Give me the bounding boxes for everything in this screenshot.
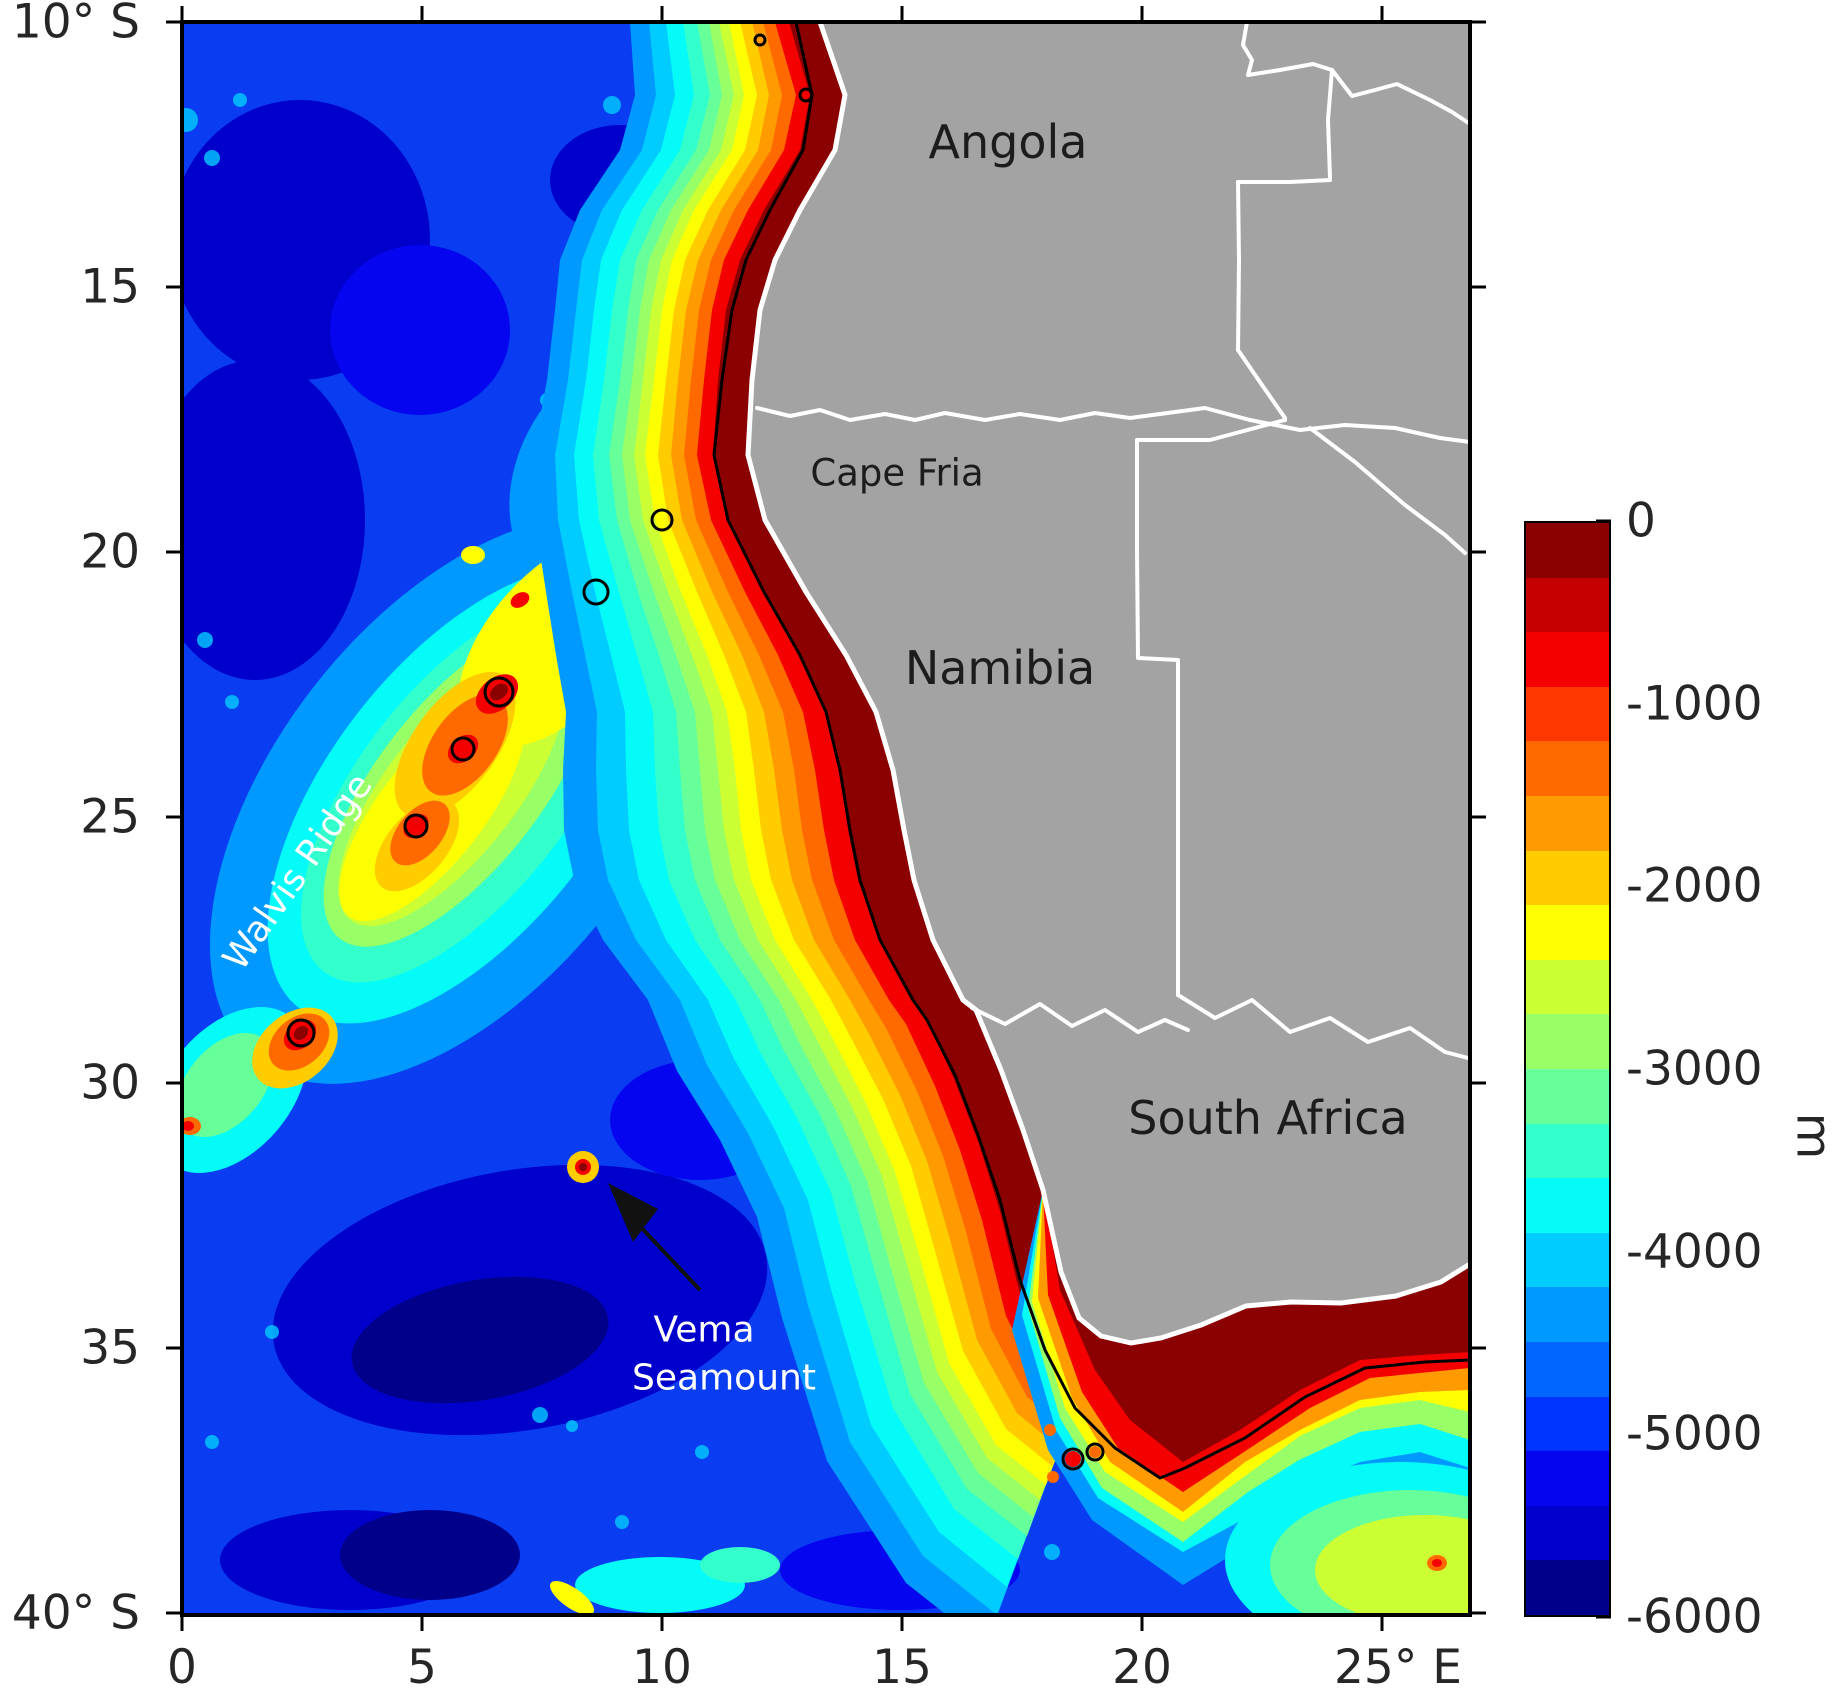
agulhas-plateau	[1225, 1462, 1470, 1615]
label-south-africa: South Africa	[1128, 1091, 1408, 1145]
x-tick-label: 25° E	[1334, 1640, 1462, 1695]
colorbar-band	[1526, 850, 1609, 906]
colorbar-band	[1526, 1014, 1609, 1069]
y-tick-label: 40° S	[11, 1585, 140, 1641]
colorbar-band	[1526, 1232, 1609, 1288]
x-tick-label: 10	[632, 1640, 692, 1695]
colorbar-tick-label: -3000	[1626, 1041, 1763, 1097]
colorbar-tick-label: 0	[1626, 493, 1656, 549]
label-cape-fria: Cape Fria	[810, 451, 984, 495]
vema-arrow	[608, 1183, 702, 1292]
colorbar	[1524, 521, 1611, 1617]
x-tick-label: 0	[167, 1640, 197, 1695]
colorbar-band	[1526, 741, 1609, 796]
colorbar-band	[1526, 795, 1609, 851]
label-namibia: Namibia	[904, 641, 1096, 695]
colorbar-band	[1526, 959, 1609, 1015]
colorbar-band	[1526, 523, 1609, 578]
colorbar-band	[1526, 1560, 1609, 1615]
colorbar-band	[1526, 1178, 1609, 1233]
y-tick-label: 20	[80, 524, 140, 580]
y-tick-label: 35	[80, 1320, 140, 1376]
country-borders	[755, 22, 1470, 1060]
colorbar-band	[1526, 1505, 1609, 1561]
colorbar-band	[1526, 1341, 1609, 1397]
coastline	[745, 22, 1470, 1346]
colorbar-band	[1526, 905, 1609, 960]
y-tick-label: 15	[80, 259, 140, 315]
colorbar-tick-label: -5000	[1626, 1406, 1763, 1462]
label-vema-line2: Seamount	[632, 1357, 816, 1399]
x-tick-label: 15	[872, 1640, 932, 1695]
colorbar-band	[1526, 1451, 1609, 1506]
colorbar-band	[1526, 632, 1609, 687]
x-tick-label: 5	[407, 1640, 437, 1695]
colorbar-band	[1526, 577, 1609, 633]
y-tick-label: 25	[80, 789, 140, 845]
label-angola: Angola	[928, 115, 1088, 169]
label-vema-line1: Vema	[653, 1309, 755, 1351]
x-tick-label: 20	[1112, 1640, 1172, 1695]
y-tick-label: 30	[80, 1055, 140, 1111]
colorbar-unit: m	[1785, 1112, 1838, 1160]
colorbar-band	[1526, 1123, 1609, 1179]
colorbar-band	[1526, 1068, 1609, 1124]
colorbar-tick-label: -2000	[1626, 858, 1763, 914]
shelf-edge-contour	[286, 22, 1470, 1483]
colorbar-tick-label: -6000	[1626, 1589, 1763, 1645]
axis-ticks	[166, 6, 1486, 1631]
colorbar-band	[1526, 1287, 1609, 1342]
colorbar-tick-label: -4000	[1626, 1224, 1763, 1280]
land-africa	[748, 22, 1470, 1343]
y-tick-label: 10° S	[11, 0, 140, 50]
colorbar-band	[1526, 686, 1609, 742]
colorbar-band	[1526, 1396, 1609, 1452]
colorbar-tick-label: -1000	[1626, 676, 1763, 732]
